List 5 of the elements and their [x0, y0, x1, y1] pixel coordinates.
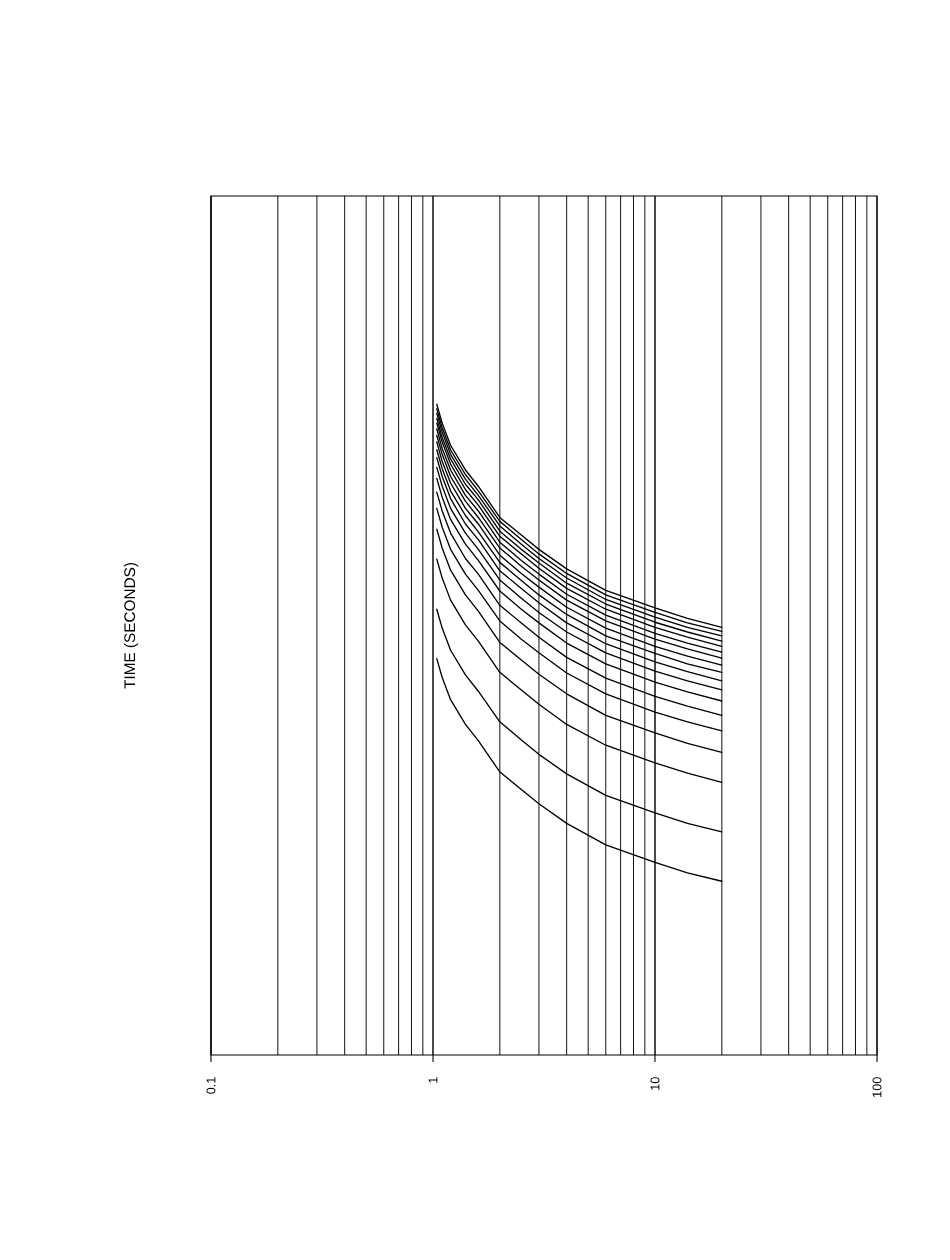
x-tick-label: 10	[650, 1077, 660, 1090]
x-tick-label: 100	[872, 1077, 882, 1097]
y-axis-title: TIME (SECONDS)	[123, 562, 139, 689]
x-tick-label: 0.1	[206, 1077, 216, 1094]
x-tick-label: 1	[428, 1077, 438, 1083]
